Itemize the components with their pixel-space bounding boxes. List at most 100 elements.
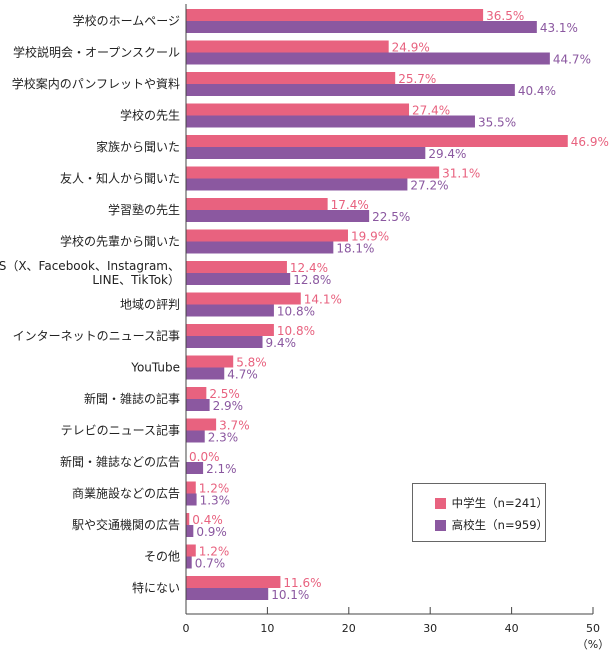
category-label: 学校案内のパンフレットや資料 xyxy=(12,76,180,91)
data-label: 27.4% xyxy=(412,104,450,118)
category-label: テレビのニュース記事 xyxy=(61,423,180,438)
data-label: 11.6% xyxy=(283,576,321,590)
category-label: 学校の先輩から聞いた xyxy=(60,234,180,249)
data-label: 0.4% xyxy=(192,513,223,527)
legend-item-high-school: 高校生（n=959） xyxy=(435,517,549,533)
category-label: 家族から聞いた xyxy=(96,139,180,154)
bar-high-school xyxy=(186,399,210,411)
data-label: 1.3% xyxy=(200,494,231,508)
data-label: 2.5% xyxy=(209,387,240,401)
bar-junior-high xyxy=(186,72,396,84)
category-label: SNS（X、Facebook、Instagram、 xyxy=(0,259,180,273)
bar-junior-high xyxy=(186,103,410,116)
bar-junior-high xyxy=(186,418,217,431)
data-label: 18.1% xyxy=(336,242,374,256)
bar-junior-high xyxy=(186,135,568,147)
bar-junior-high xyxy=(186,513,190,525)
legend: 中学生（n=241） 高校生（n=959） xyxy=(412,483,549,542)
data-label: 10.1% xyxy=(271,588,309,602)
bar-high-school xyxy=(186,21,537,33)
data-label: 44.7% xyxy=(553,53,591,67)
data-label: 27.2% xyxy=(410,179,448,193)
category-label: 学校説明会・オープンスクール xyxy=(13,45,180,60)
data-label: 35.5% xyxy=(478,116,516,130)
bar-junior-high xyxy=(186,198,328,210)
bar-high-school xyxy=(186,241,334,254)
category-label: 特にない xyxy=(132,580,180,595)
data-label: 22.5% xyxy=(372,210,410,224)
bar-high-school xyxy=(186,588,269,600)
data-label: 14.1% xyxy=(304,293,342,307)
bar-high-school xyxy=(186,52,550,65)
category-label: 学習塾の先生 xyxy=(108,202,180,217)
x-tick-label: 30 xyxy=(423,622,437,635)
data-label: 12.8% xyxy=(293,273,331,287)
category-label: 友人・知人から聞いた xyxy=(60,172,180,186)
category-label: 駅や交通機関の広告 xyxy=(72,517,180,532)
data-label: 1.2% xyxy=(199,482,230,496)
data-label: 10.8% xyxy=(277,324,315,338)
x-tick-label: 40 xyxy=(505,622,519,635)
bar-high-school xyxy=(186,147,426,159)
bar-junior-high xyxy=(186,387,207,399)
bar-junior-high xyxy=(186,166,440,179)
x-tick-label: 20 xyxy=(342,622,356,635)
category-label: インターネットのニュース記事 xyxy=(13,328,180,343)
bar-junior-high xyxy=(186,229,348,242)
bar-junior-high xyxy=(186,324,274,336)
bar-high-school xyxy=(186,304,274,317)
legend-item-junior-high: 中学生（n=241） xyxy=(435,495,549,511)
category-label: 学校の先生 xyxy=(120,108,180,123)
category-label: 学校のホームページ xyxy=(73,13,180,28)
legend-swatch-high-school xyxy=(435,519,446,531)
data-label: 0.7% xyxy=(195,557,226,571)
legend-swatch-junior-high xyxy=(435,497,446,509)
data-label: 2.3% xyxy=(208,431,239,445)
data-label: 4.7% xyxy=(227,368,258,382)
category-label: 地域の評判 xyxy=(120,297,180,312)
bar-high-school xyxy=(186,367,225,380)
data-label: 0.9% xyxy=(196,525,227,539)
category-label: YouTube xyxy=(130,361,180,375)
category-label: 新聞・雑誌の記事 xyxy=(84,391,180,406)
data-label: 12.4% xyxy=(290,261,328,275)
bar-high-school xyxy=(186,525,194,537)
data-label: 2.1% xyxy=(206,462,237,476)
bar-high-school xyxy=(186,210,370,222)
bar-high-school xyxy=(186,115,475,128)
x-tick-label: 50 xyxy=(586,622,600,635)
bar-high-school xyxy=(186,430,205,443)
data-label: 24.9% xyxy=(392,41,430,55)
x-tick-label: 10 xyxy=(260,622,274,635)
category-label: その他 xyxy=(144,550,180,564)
category-label: 新聞・雑誌などの広告 xyxy=(60,454,180,469)
bar-high-school xyxy=(186,178,408,191)
data-label: 1.2% xyxy=(199,545,230,559)
legend-label: 中学生（n=241） xyxy=(451,496,549,510)
bar-junior-high xyxy=(186,40,389,53)
bar-high-school xyxy=(186,493,197,506)
data-label: 5.8% xyxy=(236,356,267,370)
data-label: 40.4% xyxy=(518,84,556,98)
data-label: 17.4% xyxy=(331,198,369,212)
bar-high-school xyxy=(186,462,204,474)
data-label: 43.1% xyxy=(540,21,578,35)
bar-junior-high xyxy=(186,355,234,368)
bar-junior-high xyxy=(186,576,281,588)
bar-junior-high xyxy=(186,481,196,494)
x-tick-label: 0 xyxy=(183,622,190,635)
x-axis-unit: （%） xyxy=(577,638,609,651)
data-label: 19.9% xyxy=(351,230,389,244)
data-label: 2.9% xyxy=(213,399,244,413)
bar-high-school xyxy=(186,556,192,569)
data-label: 31.1% xyxy=(442,167,480,181)
data-label: 29.4% xyxy=(428,147,466,161)
bar-junior-high xyxy=(186,261,287,273)
data-label: 0.0% xyxy=(189,450,220,464)
data-label: 10.8% xyxy=(277,305,315,319)
data-label: 9.4% xyxy=(266,336,297,350)
data-label: 46.9% xyxy=(571,135,609,149)
bar-junior-high xyxy=(186,9,484,21)
data-label: 25.7% xyxy=(398,72,436,86)
legend-label: 高校生（n=959） xyxy=(451,518,549,532)
